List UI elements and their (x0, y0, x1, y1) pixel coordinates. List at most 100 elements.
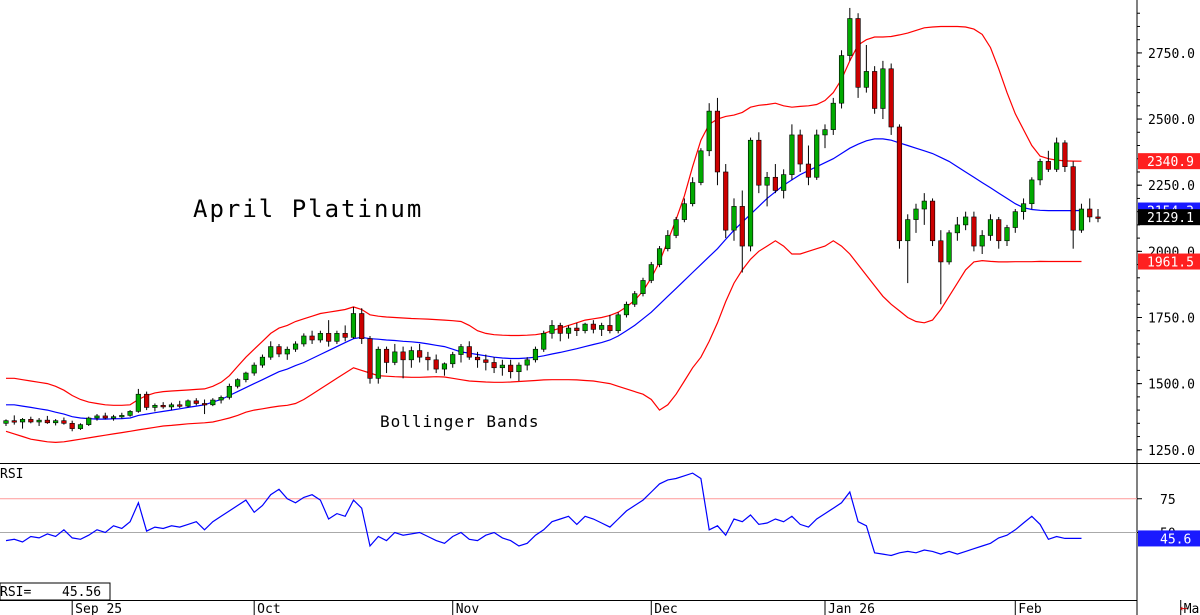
candle-up (259, 354, 266, 368)
candle-body (946, 232, 952, 263)
candle-body (896, 126, 903, 242)
lower-band-line (5, 240, 1082, 444)
candle-up (19, 418, 26, 429)
candle-body (954, 224, 960, 234)
x-tick-label: Feb (1018, 602, 1042, 615)
candle-body (317, 333, 323, 341)
candle-up (524, 357, 530, 371)
candle-body (102, 415, 108, 419)
rsi-value-tag-text: 45.6 (1160, 532, 1191, 547)
candle-down (276, 343, 282, 358)
candle-up (235, 378, 241, 389)
candle-body (69, 423, 75, 429)
candle-up (921, 193, 927, 225)
candle-up (946, 230, 952, 265)
middle-band-line (6, 138, 1082, 420)
candle-down (433, 354, 439, 374)
candle-up (119, 412, 125, 419)
candle-body (218, 397, 224, 401)
x-tick-label: Mar (1184, 602, 1200, 615)
candle-up (441, 362, 448, 376)
candle-body (706, 110, 712, 152)
candle-up (1054, 137, 1060, 172)
candle-body (574, 327, 580, 332)
axes: 2750.02500.02250.02000.01750.01500.01250… (71, 12, 1200, 615)
candle-body (772, 176, 778, 191)
candle-body (615, 314, 621, 332)
candle-down (201, 399, 208, 415)
candle-body (938, 240, 944, 263)
candle-body (756, 139, 762, 186)
candle-up (86, 416, 92, 426)
candle-up (53, 419, 59, 426)
candle-down (69, 420, 75, 432)
candle-down (855, 13, 861, 98)
candle-body (259, 356, 266, 366)
candle-body (268, 346, 274, 358)
candle-down (797, 129, 803, 172)
candle-body (44, 419, 50, 424)
price-tick-label: 2500.0 (1148, 113, 1195, 128)
candle-up (3, 419, 9, 426)
candle-body (243, 372, 249, 380)
candle-up (284, 346, 290, 360)
candle-body (53, 420, 59, 424)
candle-up (822, 124, 828, 149)
candle-body (342, 333, 348, 338)
candle-up (764, 171, 770, 207)
candle-body (210, 399, 216, 406)
close-value-tag-bg (1138, 209, 1200, 226)
candle-up (838, 50, 845, 109)
rsi-panel: RSI= 45.56 (0, 472, 1082, 601)
candle-body (110, 416, 117, 419)
candle-body (1087, 208, 1093, 218)
candle-up (830, 97, 836, 135)
candle-up (210, 398, 216, 407)
candle-up (317, 330, 323, 343)
candle-down (557, 322, 563, 342)
lower-band-value-tag: 1961.5 (1138, 253, 1200, 271)
candle-body (640, 280, 646, 294)
candle-body (1045, 161, 1051, 170)
candle-up (698, 148, 704, 186)
candle-up (77, 423, 84, 430)
candle-body (119, 415, 125, 418)
rsi-readout-value: 45.56 (62, 585, 101, 600)
chart-title: April Platinum (193, 195, 423, 223)
candle-up (152, 403, 158, 412)
candle-down (144, 391, 150, 411)
candle-down (1095, 209, 1101, 223)
candle-body (1070, 166, 1076, 231)
candle-body (350, 313, 357, 338)
candle-body (805, 163, 812, 178)
candle-up (913, 203, 919, 233)
candle-down (326, 320, 332, 347)
candle-body (1054, 142, 1060, 170)
candle-body (77, 424, 84, 429)
x-tick-label: Oct (257, 602, 280, 615)
candle-body (648, 264, 654, 281)
candle-body (433, 359, 439, 370)
candle-body (1095, 216, 1101, 219)
candle-up (632, 291, 638, 307)
candle-up (814, 129, 820, 180)
rsi-value-tag-bg (1138, 530, 1200, 547)
candle-body (466, 346, 472, 358)
candle-down (383, 346, 390, 374)
candle-up (292, 341, 299, 352)
candle-up (94, 414, 100, 421)
candle-body (872, 71, 878, 109)
candle-up (1037, 158, 1043, 186)
candle-body (921, 200, 927, 210)
candle-up (301, 333, 307, 347)
candle-body (673, 219, 679, 236)
candle-body (185, 400, 191, 407)
candle-body (723, 171, 729, 231)
candle-body (690, 182, 696, 205)
candle-up (168, 402, 175, 411)
candle-body (656, 248, 663, 265)
candle-body (532, 348, 539, 361)
candle-body (731, 206, 737, 231)
candle-up (747, 137, 754, 252)
